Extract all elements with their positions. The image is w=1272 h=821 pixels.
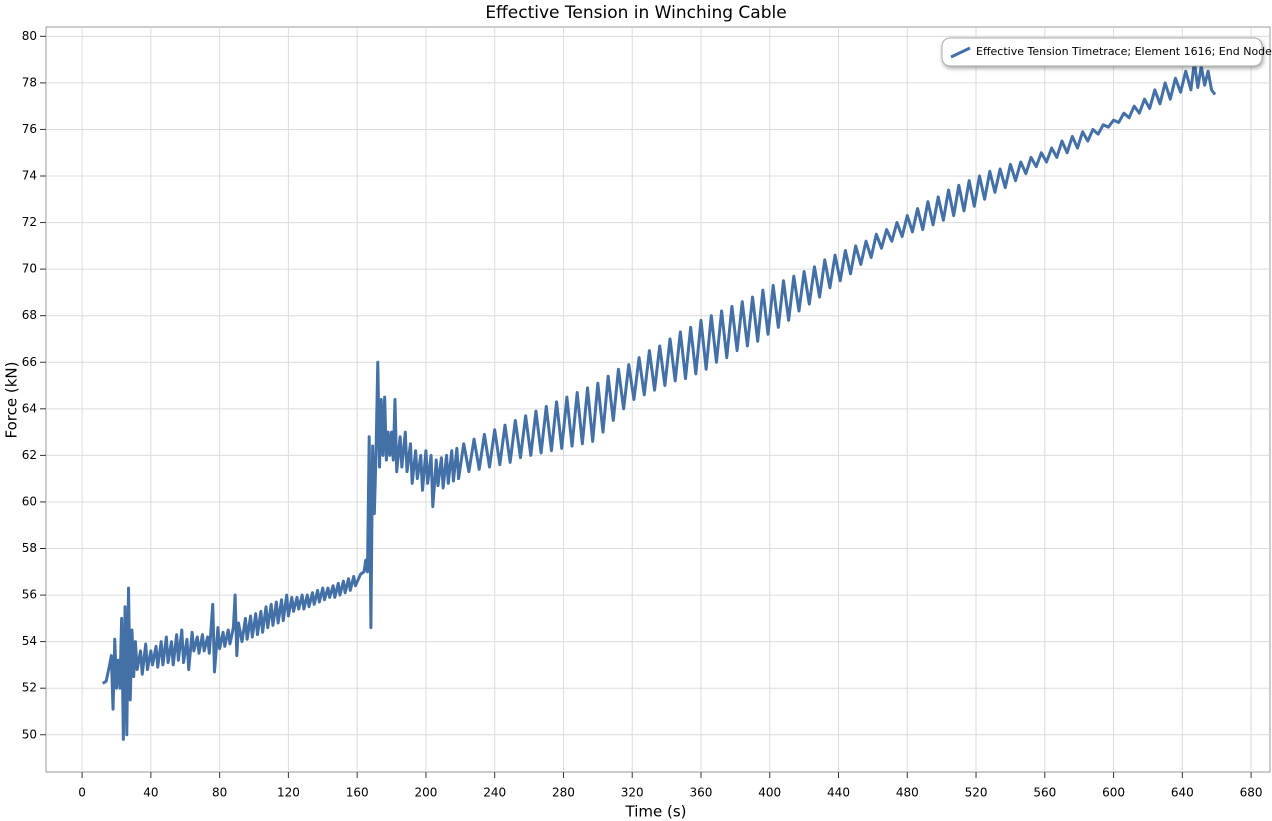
x-tick-label: 520 [965, 786, 988, 800]
y-tick-label: 80 [22, 29, 37, 43]
x-tick-label: 200 [414, 786, 437, 800]
y-axis-title: Force (kN) [3, 362, 21, 439]
y-tick-label: 54 [22, 634, 37, 648]
x-tick-label: 40 [143, 786, 158, 800]
y-tick-label: 50 [22, 727, 37, 741]
x-tick-label: 480 [896, 786, 919, 800]
x-tick-label: 360 [690, 786, 713, 800]
legend-box [941, 37, 1263, 67]
y-tick-label: 68 [22, 308, 37, 322]
x-tick-label: 160 [346, 786, 369, 800]
x-tick-label: 440 [827, 786, 850, 800]
grid [40, 27, 1270, 778]
y-tick-label: 70 [22, 262, 37, 276]
data-line [101, 60, 1217, 741]
x-tick-label: 240 [483, 786, 506, 800]
legend: Effective Tension Timetrace; Element 161… [941, 37, 1272, 67]
y-tick-label: 60 [22, 494, 37, 508]
y-tick-label: 72 [22, 215, 37, 229]
x-tick-label: 400 [758, 786, 781, 800]
y-tick-label: 78 [22, 75, 37, 89]
y-tick-label: 64 [22, 401, 37, 415]
x-tick-label: 600 [1102, 786, 1125, 800]
x-tick-label: 120 [277, 786, 300, 800]
x-tick-label: 80 [212, 786, 227, 800]
y-tick-label: 74 [22, 169, 37, 183]
x-axis-title: Time (s) [625, 803, 687, 821]
y-tick-label: 52 [22, 681, 37, 695]
y-tick-label: 76 [22, 122, 37, 136]
x-tick-label: 560 [1033, 786, 1056, 800]
x-tick-label: 320 [621, 786, 644, 800]
y-tick-label: 66 [22, 355, 37, 369]
y-tick-label: 58 [22, 541, 37, 555]
x-tick-label: 280 [552, 786, 575, 800]
marks [101, 60, 1217, 741]
x-tick-label: 0 [78, 786, 86, 800]
y-tick-label: 62 [22, 448, 37, 462]
y-tick-label: 56 [22, 588, 37, 602]
x-tick-label: 640 [1171, 786, 1194, 800]
legend-label: Effective Tension Timetrace; Element 161… [976, 45, 1272, 58]
chart-title: Effective Tension in Winching Cable [485, 3, 786, 23]
x-tick-label: 680 [1240, 786, 1263, 800]
legend-swatch [950, 46, 971, 59]
